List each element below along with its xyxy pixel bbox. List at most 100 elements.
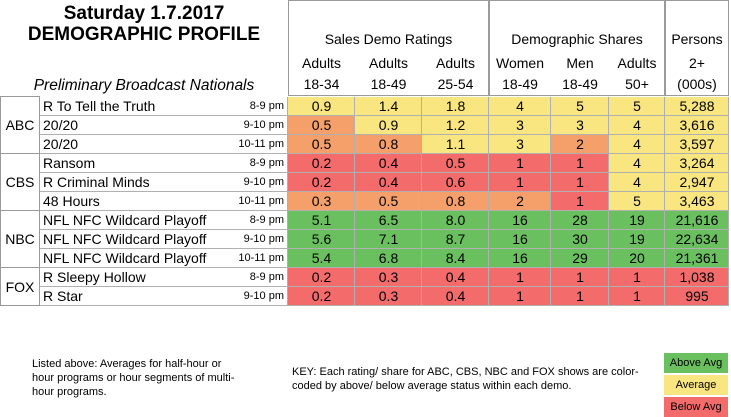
value-cell: 5 [551,97,609,116]
cell-value: 5 [576,98,584,114]
cell-value: 995 [685,288,709,304]
cell-value: 1 [576,193,584,209]
cell-value: 1.4 [378,98,399,114]
cell-value: 5.1 [311,212,332,228]
cell-value: 0.4 [378,174,399,190]
value-cell: 2 [489,192,551,211]
cell-value: 16 [512,250,528,266]
value-cell: 2,947 [665,173,729,192]
cell-value: 3,597 [679,136,715,152]
show-name: R Criminal Minds [43,174,150,190]
cell-value: 0.2 [311,174,332,190]
value-cell: 8.0 [422,211,489,230]
legend-average: Average [664,375,728,395]
col-men-18-49-l1: Men [566,55,594,71]
cell-value: 1.8 [445,98,466,114]
cell-value: 0.8 [445,193,466,209]
value-cell: 22,634 [665,230,729,249]
value-cell: 5.6 [288,230,355,249]
show-name: NFL NFC Wildcard Playoff [43,250,207,266]
time-slot: 8-9 pm [249,271,284,283]
col-adults-18-34-l1: Adults [302,55,341,71]
value-cell: 0.2 [288,268,355,287]
show-cell: R Criminal Minds 9-10 pm [40,173,288,192]
show-cell: NFL NFC Wildcard Playoff 10-11 pm [40,249,288,268]
value-cell: 0.5 [355,192,422,211]
value-cell: 16 [489,211,551,230]
value-cell: 0.8 [422,192,489,211]
value-cell: 5,288 [665,97,729,116]
cell-value: 1 [576,155,584,171]
broadcast-date: Saturday 1.7.2017 [63,3,225,24]
cell-value: 1.1 [445,136,466,152]
value-cell: 7.1 [355,230,422,249]
value-cell: 1.4 [355,97,422,116]
cell-value: 5,288 [679,98,715,114]
cell-value: 30 [572,231,588,247]
value-cell: 4 [609,116,665,135]
cell-value: 1 [633,269,641,285]
color-key-note: KEY: Each rating/ share for ABC, CBS, NB… [292,366,639,392]
value-cell: 29 [551,249,609,268]
group-demographic-shares: Demographic Shares [489,0,665,96]
value-cell: 1 [551,154,609,173]
page-subtitle: Preliminary Broadcast Nationals [33,77,255,94]
legend-above-avg: Above Avg [664,353,728,373]
value-cell: 0.2 [288,154,355,173]
cell-value: 5.6 [311,231,332,247]
value-cell: 1.1 [422,135,489,154]
value-cell: 3 [489,135,551,154]
cell-value: 8.4 [445,250,466,266]
cell-value: 3,616 [679,117,715,133]
value-cell: 5 [609,192,665,211]
cell-value: 0.3 [378,269,399,285]
value-cell: 30 [551,230,609,249]
cell-value: 16 [512,212,528,228]
show-cell: 20/20 10-11 pm [40,135,288,154]
value-cell: 0.3 [355,268,422,287]
value-cell: 5 [609,97,665,116]
time-slot: 8-9 pm [249,100,284,112]
cell-value: 1.2 [445,117,466,133]
show-name: 20/20 [43,117,79,133]
cell-value: 22,634 [675,231,719,247]
col-persons-l1: 2+ [689,55,705,71]
cell-value: 3,463 [679,193,715,209]
cell-value: 2 [576,136,584,152]
cell-value: 2 [516,193,524,209]
cell-value: 0.9 [311,98,332,114]
value-cell: 21,361 [665,249,729,268]
value-cell: 6.5 [355,211,422,230]
time-slot: 10-11 pm [238,195,284,207]
value-cell: 21,616 [665,211,729,230]
cell-value: 4 [633,155,641,171]
value-cell: 0.4 [422,287,489,306]
value-cell: 995 [665,287,729,306]
value-cell: 0.5 [288,135,355,154]
value-cell: 6.8 [355,249,422,268]
value-cell: 0.3 [355,287,422,306]
network-label-fox: FOX [0,267,40,306]
cell-value: 16 [512,231,528,247]
value-cell: 0.2 [288,287,355,306]
cell-value: 1 [516,288,524,304]
col-women-18-49-l2: 18-49 [502,76,538,92]
value-cell: 0.4 [355,154,422,173]
cell-value: 4 [633,136,641,152]
cell-value: 3 [576,117,584,133]
time-slot: 10-11 pm [238,138,284,150]
value-cell: 5.1 [288,211,355,230]
cell-value: 5 [633,193,641,209]
time-slot: 10-11 pm [238,252,284,264]
col-adults-50-l2: 50+ [625,76,649,92]
group-title: Persons [671,31,723,47]
value-cell: 0.4 [355,173,422,192]
cell-value: 0.2 [311,269,332,285]
network-label-abc: ABC [0,96,40,154]
value-cell: 1 [489,287,551,306]
value-cell: 28 [551,211,609,230]
time-slot: 9-10 pm [243,176,284,188]
cell-value: 5 [633,98,641,114]
cell-value: 0.5 [311,117,332,133]
value-cell: 0.3 [288,192,355,211]
